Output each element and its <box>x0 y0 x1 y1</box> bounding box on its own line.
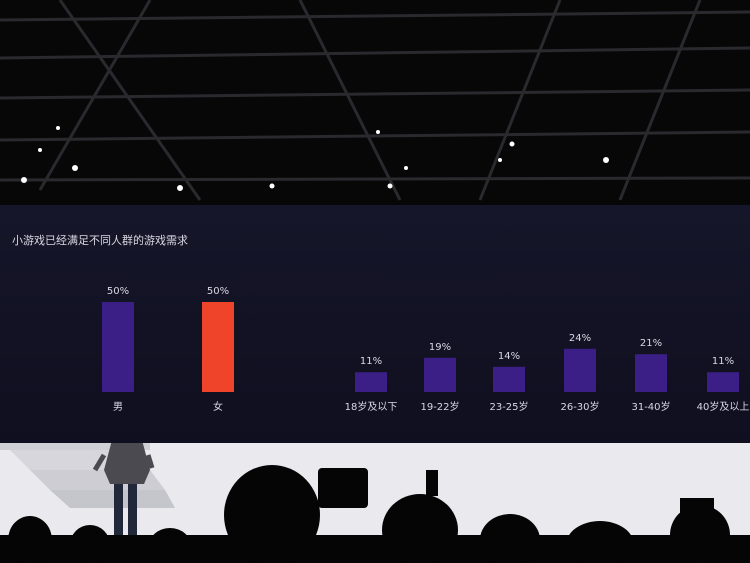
data-label-gender-0: 50% <box>107 286 129 297</box>
category-label-age-0: 18岁及以下 <box>345 400 398 413</box>
bar-age-1 <box>424 357 456 392</box>
chart-title: 小游戏已经满足不同人群的游戏需求 <box>12 234 188 247</box>
data-label-age-0: 11% <box>360 356 382 367</box>
bar-gender-1 <box>202 302 234 392</box>
data-label-gender-1: 50% <box>207 286 229 297</box>
category-label-gender-0: 男 <box>113 401 123 413</box>
data-label-age-1: 19% <box>429 342 451 353</box>
data-label-age-5: 11% <box>712 356 734 367</box>
data-label-age-3: 24% <box>569 333 591 344</box>
category-label-age-2: 23-25岁 <box>489 400 528 413</box>
category-label-age-4: 31-40岁 <box>631 400 670 413</box>
bar-age-3 <box>564 348 596 392</box>
audience-silhouettes <box>0 465 750 563</box>
category-label-age-5: 40岁及以上 <box>697 400 750 413</box>
bar-age-4 <box>635 354 667 392</box>
category-label-age-1: 19-22岁 <box>420 400 459 413</box>
bar-age-0 <box>355 372 387 392</box>
bar-gender-0 <box>102 302 134 392</box>
bar-age-5 <box>707 372 739 392</box>
data-label-age-2: 14% <box>498 351 520 362</box>
category-label-age-3: 26-30岁 <box>560 400 599 413</box>
ceiling-lights <box>21 126 609 191</box>
category-label-gender-1: 女 <box>213 400 223 413</box>
ceiling-truss <box>0 0 750 201</box>
data-label-age-4: 21% <box>640 338 662 349</box>
bar-age-2 <box>493 366 525 392</box>
